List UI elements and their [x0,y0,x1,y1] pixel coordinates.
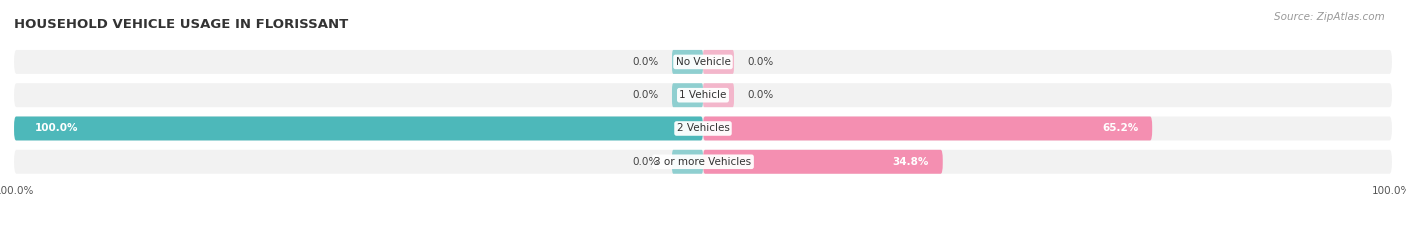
FancyBboxPatch shape [672,150,703,174]
FancyBboxPatch shape [703,83,734,107]
FancyBboxPatch shape [703,150,943,174]
Text: 0.0%: 0.0% [748,90,775,100]
FancyBboxPatch shape [14,50,1392,74]
Text: 34.8%: 34.8% [893,157,929,167]
FancyBboxPatch shape [703,50,734,74]
Text: 65.2%: 65.2% [1102,123,1139,134]
Text: No Vehicle: No Vehicle [675,57,731,67]
FancyBboxPatch shape [14,83,1392,107]
Text: 0.0%: 0.0% [631,57,658,67]
Text: Source: ZipAtlas.com: Source: ZipAtlas.com [1274,12,1385,22]
FancyBboxPatch shape [14,116,703,140]
Text: 0.0%: 0.0% [631,90,658,100]
Text: 0.0%: 0.0% [748,57,775,67]
Text: 100.0%: 100.0% [35,123,79,134]
FancyBboxPatch shape [672,83,703,107]
Text: 1 Vehicle: 1 Vehicle [679,90,727,100]
Text: 2 Vehicles: 2 Vehicles [676,123,730,134]
FancyBboxPatch shape [14,150,1392,174]
Text: HOUSEHOLD VEHICLE USAGE IN FLORISSANT: HOUSEHOLD VEHICLE USAGE IN FLORISSANT [14,18,349,31]
Text: 3 or more Vehicles: 3 or more Vehicles [654,157,752,167]
FancyBboxPatch shape [703,116,1152,140]
FancyBboxPatch shape [14,116,1392,140]
FancyBboxPatch shape [672,50,703,74]
Text: 0.0%: 0.0% [631,157,658,167]
